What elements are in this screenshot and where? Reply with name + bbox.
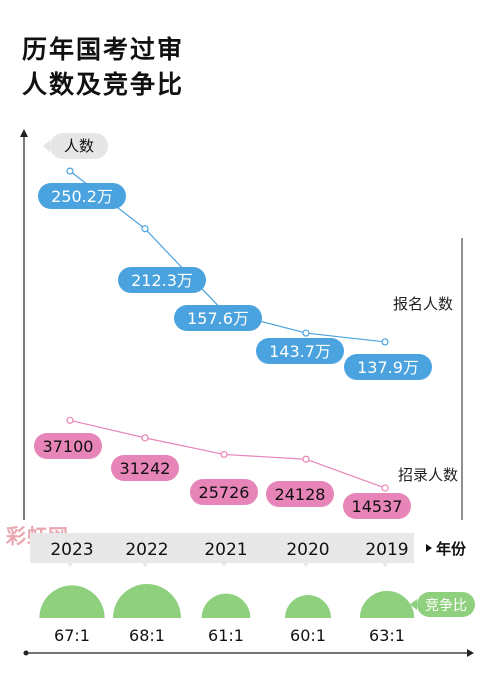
admitted-label-pill xyxy=(266,481,334,507)
applicants-point xyxy=(302,329,310,337)
admitted-label-pill xyxy=(34,433,102,459)
ratio-label: 60:1 xyxy=(290,626,326,645)
y-axis-label-pointer xyxy=(43,140,50,152)
applicants-data-label: 157.6万 xyxy=(187,309,249,328)
ratio-series-name: 竞争比 xyxy=(425,597,467,614)
bottom-line-arrow xyxy=(467,649,474,657)
y-axis-label: 人数 xyxy=(64,137,94,155)
applicants-data-label: 137.9万 xyxy=(357,358,419,377)
chart-title: 历年国考过审 人数及竞争比 xyxy=(22,32,184,102)
applicants-data-label: 212.3万 xyxy=(131,271,193,290)
bottom-line-start-dot xyxy=(23,650,29,656)
applicants-point xyxy=(141,225,149,233)
applicants-series-name: 报名人数 xyxy=(393,295,454,313)
ratio-name-pointer xyxy=(410,599,417,610)
applicants-label-pill xyxy=(344,354,432,380)
x-tick-label: 2019 xyxy=(365,540,408,560)
applicants-data-label: 143.7万 xyxy=(269,342,331,361)
admitted-data-label: 24128 xyxy=(275,485,326,504)
admitted-series-name: 招录人数 xyxy=(398,466,459,484)
y-axis-arrow xyxy=(20,129,28,137)
ratio-label: 61:1 xyxy=(208,626,244,645)
ratio-label: 68:1 xyxy=(129,626,165,645)
x-tick-marker xyxy=(67,563,73,567)
admitted-point xyxy=(141,434,149,442)
x-tick-label: 2021 xyxy=(204,540,247,560)
x-tick-label: 2020 xyxy=(286,540,329,560)
applicants-point xyxy=(381,338,389,346)
x-tick-marker xyxy=(303,563,309,567)
admitted-point xyxy=(220,450,228,459)
ratio-semicircle xyxy=(113,584,181,618)
admitted-data-label: 25726 xyxy=(199,483,250,502)
x-tick-marker xyxy=(382,563,388,567)
admitted-point xyxy=(302,455,310,463)
chart-title-line-2: 人数及竞争比 xyxy=(22,70,185,99)
ratio-semicircle xyxy=(359,590,415,618)
x-tick-marker xyxy=(221,563,227,567)
ratio-semicircle xyxy=(39,585,105,618)
admitted-point xyxy=(381,484,389,492)
applicants-label-pill xyxy=(174,305,262,331)
admitted-data-label: 37100 xyxy=(43,437,94,456)
applicants-label-pill xyxy=(38,183,126,209)
x-axis-label: 年份 xyxy=(436,540,467,558)
admitted-data-label: 14537 xyxy=(352,497,403,516)
admitted-label-pill xyxy=(190,479,258,505)
ratio-label: 67:1 xyxy=(54,626,90,645)
admitted-label-pill xyxy=(111,455,179,481)
applicants-point xyxy=(66,167,74,175)
ratio-name-pill xyxy=(417,592,475,617)
x-axis-label-arrow xyxy=(426,544,432,552)
y-axis-label-pill xyxy=(50,133,108,159)
applicants-data-label: 250.2万 xyxy=(51,187,113,206)
ratio-label: 63:1 xyxy=(369,626,405,645)
ratio-semicircle xyxy=(201,593,251,618)
admitted-data-label: 31242 xyxy=(120,459,171,478)
year-band xyxy=(30,533,414,563)
x-tick-marker xyxy=(142,563,148,567)
applicants-label-pill xyxy=(118,267,206,293)
chart-title-line-1: 历年国考过审 xyxy=(22,35,185,64)
admitted-label-pill xyxy=(343,493,411,519)
applicants-label-pill xyxy=(256,338,344,364)
x-tick-label: 2022 xyxy=(125,540,168,560)
x-tick-label: 2023 xyxy=(50,540,93,560)
ratio-semicircle xyxy=(285,595,331,618)
admitted-point xyxy=(66,416,74,424)
